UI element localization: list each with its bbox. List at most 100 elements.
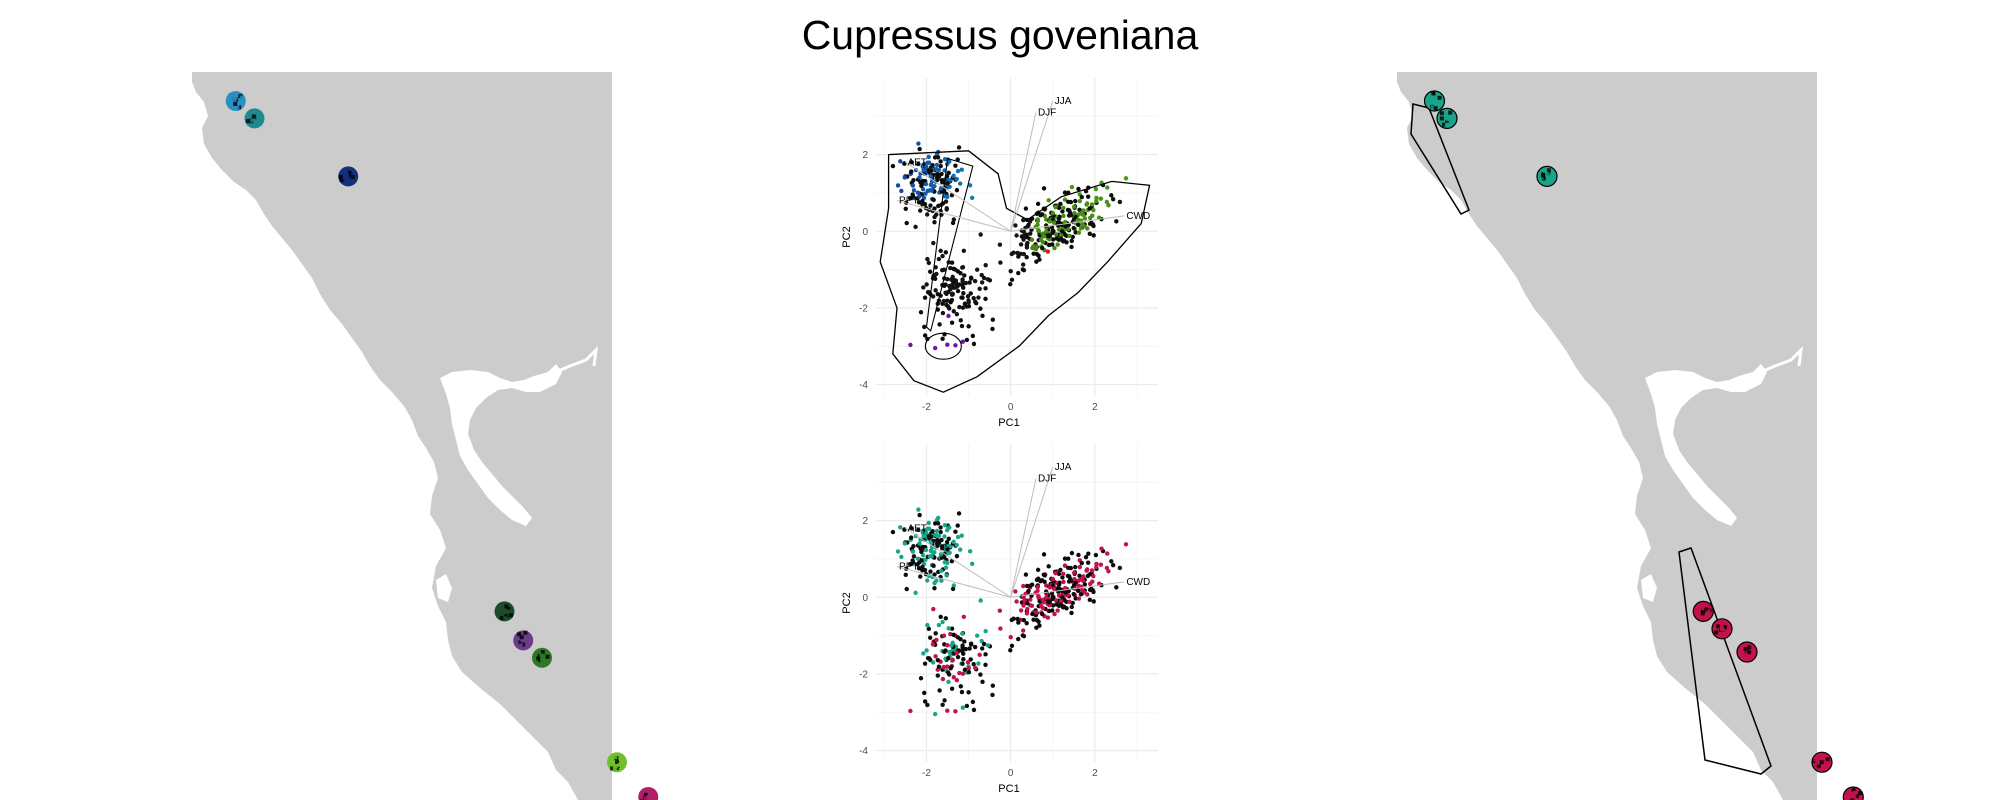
map-point-pixel xyxy=(1425,97,1430,102)
y-tick-label: -4 xyxy=(859,380,868,391)
data-point xyxy=(925,336,930,342)
vector-label: AET xyxy=(907,157,926,168)
map-point-pixel xyxy=(1439,116,1444,121)
vector-label: JJA xyxy=(1055,462,1072,473)
map-point-pixel xyxy=(1431,91,1436,96)
data-point xyxy=(1078,577,1083,582)
map-point-pixel xyxy=(239,95,244,100)
y-tick-label: 2 xyxy=(862,516,868,527)
map-point-pixel xyxy=(1541,176,1546,181)
data-point xyxy=(927,635,933,640)
data-point xyxy=(966,670,972,675)
data-point xyxy=(910,183,916,188)
x-tick-label: 2 xyxy=(1092,402,1098,413)
vector-label: DJF xyxy=(1038,473,1056,484)
data-point xyxy=(920,202,925,207)
data-point xyxy=(1091,233,1096,238)
data-point xyxy=(911,188,917,193)
data-point xyxy=(955,288,961,294)
data-point xyxy=(1087,581,1093,587)
data-point xyxy=(1029,582,1035,587)
data-point xyxy=(932,586,937,591)
data-point xyxy=(1064,599,1069,605)
data-point xyxy=(1045,615,1051,620)
data-point xyxy=(1041,186,1047,191)
data-point xyxy=(918,574,923,579)
map-point-pixel xyxy=(1541,173,1546,178)
data-point xyxy=(938,568,944,574)
vector-label: CWD xyxy=(1126,577,1150,588)
data-point xyxy=(960,305,966,310)
data-point xyxy=(960,631,965,636)
data-point xyxy=(954,311,960,317)
data-point xyxy=(1055,242,1060,247)
data-point xyxy=(956,511,962,516)
data-point xyxy=(931,606,936,612)
data-point xyxy=(916,200,922,205)
data-point xyxy=(1078,226,1084,231)
data-point xyxy=(942,283,947,288)
data-point xyxy=(931,240,936,246)
data-point xyxy=(938,159,943,164)
right-map-points xyxy=(1423,90,1864,800)
data-point xyxy=(922,324,927,330)
data-point xyxy=(922,534,927,539)
data-point xyxy=(945,194,950,200)
left-map-points xyxy=(225,91,659,800)
data-point xyxy=(921,651,926,656)
data-point xyxy=(1091,599,1096,604)
data-point xyxy=(1069,184,1075,190)
data-point xyxy=(942,698,947,703)
data-point xyxy=(990,317,996,322)
data-point xyxy=(1030,245,1035,251)
data-point xyxy=(960,282,965,288)
map-point-pixel xyxy=(235,105,240,110)
map-point-pixel xyxy=(617,759,622,764)
data-point xyxy=(943,616,949,621)
data-point xyxy=(932,214,937,220)
data-point xyxy=(1051,586,1057,591)
map-point-pixel xyxy=(1704,607,1709,612)
data-point xyxy=(1016,620,1021,625)
map-point-pixel xyxy=(1723,625,1728,630)
data-point xyxy=(924,282,929,287)
pc-space-hull xyxy=(879,150,1151,393)
data-point xyxy=(938,529,943,535)
data-point xyxy=(1016,270,1021,276)
map-point-outline xyxy=(1711,618,1733,640)
map-point-pixel xyxy=(1429,92,1434,97)
data-point xyxy=(967,183,973,188)
data-point xyxy=(1053,598,1059,603)
map-point-pixel xyxy=(610,766,615,771)
data-point xyxy=(1073,564,1078,570)
map-point-pixel xyxy=(1447,117,1452,122)
loading-vector xyxy=(1010,215,1125,232)
loading-vector xyxy=(1010,100,1054,232)
data-point xyxy=(934,528,940,534)
data-point xyxy=(944,539,950,545)
data-point xyxy=(939,178,945,183)
data-point xyxy=(1058,232,1064,238)
data-point xyxy=(1105,185,1110,190)
data-point xyxy=(1040,245,1045,251)
data-point xyxy=(1047,585,1052,590)
data-point xyxy=(922,333,928,338)
data-point xyxy=(927,269,933,274)
map-point-outline xyxy=(1811,751,1833,773)
data-point xyxy=(976,661,981,666)
data-point xyxy=(947,525,952,530)
data-point xyxy=(1041,552,1047,557)
map-point-outline xyxy=(1692,600,1714,623)
data-point xyxy=(1063,585,1068,591)
data-point xyxy=(933,288,938,293)
map-point-pixel xyxy=(536,656,541,661)
data-point xyxy=(979,280,985,285)
data-point xyxy=(932,521,938,526)
x-tick-label: 0 xyxy=(1008,402,1014,413)
data-point xyxy=(1025,606,1030,612)
data-point xyxy=(941,633,947,638)
data-point xyxy=(946,536,951,542)
data-point xyxy=(944,207,949,212)
data-point xyxy=(1087,231,1093,237)
vector-label: CWD xyxy=(1126,211,1150,222)
